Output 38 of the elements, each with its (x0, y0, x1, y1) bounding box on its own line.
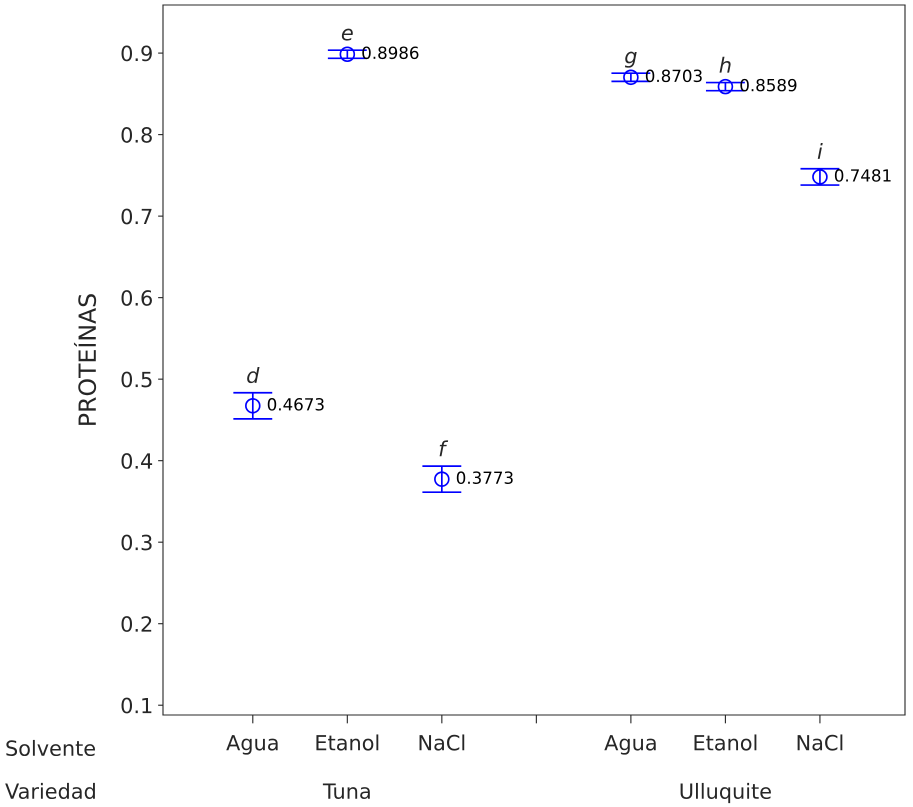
annotation: f (440, 440, 448, 456)
data-label: 0.7481 (834, 169, 891, 182)
x-tick-label: NaCl (420, 734, 464, 751)
annotation: h (720, 56, 731, 73)
y-tick-label: 0.9 (122, 46, 152, 62)
data-label: 0.3773 (456, 471, 513, 484)
annotation: d (247, 367, 260, 384)
annotation: i (818, 143, 823, 159)
x-tick-label: Etanol (694, 734, 756, 751)
y-tick-label: 0.7 (122, 208, 152, 224)
y-tick-label: 0.3 (122, 534, 152, 550)
point (812, 169, 828, 185)
y-tick-label: 0.4 (122, 453, 152, 469)
y-tick-label: 0.6 (122, 290, 152, 306)
x-tick-label: Etanol (316, 734, 378, 751)
y-tick-label: 0.5 (122, 372, 152, 388)
annotation: e (342, 28, 353, 41)
point (340, 46, 356, 62)
point (245, 398, 261, 414)
data-label: 0.8703 (646, 70, 702, 82)
x-tick-label: Agua (226, 735, 278, 755)
text: Ulluquite (680, 782, 771, 804)
text: Variedad (5, 782, 95, 800)
data-label: 0.4673 (268, 398, 324, 411)
annotation: g (624, 52, 637, 68)
x-tick-label: Agua (604, 735, 656, 755)
y-tick-label: 0.8 (122, 127, 152, 143)
point (434, 471, 450, 487)
x-tick-label: NaCl (798, 734, 842, 751)
point (623, 70, 639, 86)
data-label: 0.8986 (362, 46, 418, 60)
point (718, 78, 734, 94)
y-tick-label: 0.1 (122, 698, 152, 714)
text: Tuna (322, 784, 370, 800)
text: Solvente (6, 740, 95, 756)
y-axis-title: PROTEÍNAS (74, 294, 96, 425)
data-label: 0.8589 (740, 78, 796, 92)
y-tick-label: 0.2 (122, 616, 152, 632)
